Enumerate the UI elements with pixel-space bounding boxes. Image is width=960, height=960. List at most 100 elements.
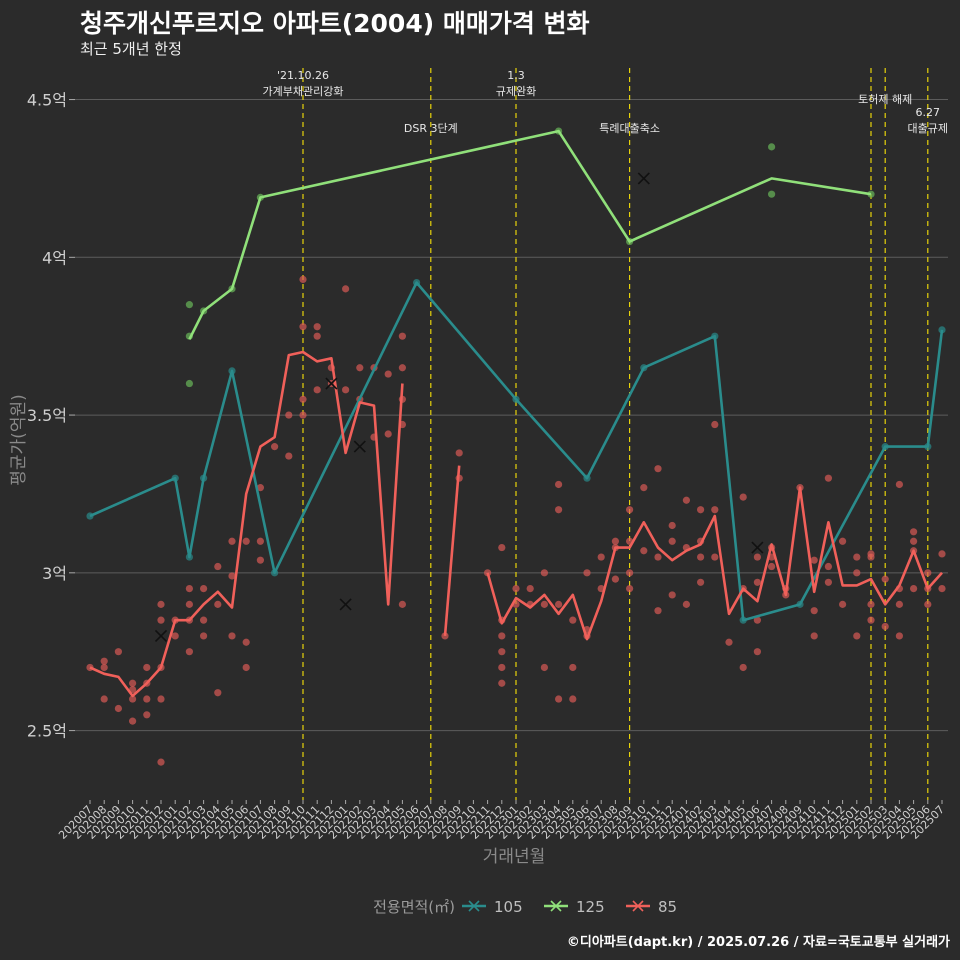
point-85 <box>299 395 307 403</box>
cross-stroke <box>339 598 352 611</box>
cross-marker-85 <box>751 541 764 554</box>
point-125 <box>867 190 875 198</box>
y-tick-label: 3.5억 <box>27 406 67 425</box>
point-85 <box>313 386 321 394</box>
point-85 <box>938 550 946 558</box>
point-85 <box>668 591 676 599</box>
point-85 <box>611 575 620 583</box>
point-85 <box>682 496 691 504</box>
point-85 <box>200 632 208 640</box>
point-85 <box>938 585 946 593</box>
series-line <box>443 465 461 637</box>
point-85 <box>342 285 350 293</box>
event-label: 1.3 <box>507 69 525 82</box>
point-85 <box>654 553 662 561</box>
point-85 <box>711 420 719 429</box>
point-85 <box>256 556 264 564</box>
event-label: 6.27 <box>916 106 941 119</box>
point-85 <box>185 648 193 656</box>
point-85 <box>555 480 563 489</box>
legend-swatch-cross <box>468 900 480 912</box>
point-85 <box>242 663 250 672</box>
point-85 <box>114 648 122 656</box>
point-85 <box>157 758 165 766</box>
point-85 <box>129 679 137 687</box>
y-tick-label: 4.5억 <box>27 91 67 110</box>
point-85 <box>753 648 762 656</box>
point-85 <box>824 578 833 586</box>
point-85 <box>100 663 108 672</box>
point-85 <box>839 600 847 608</box>
point-125 <box>768 190 776 198</box>
legend-swatch-cross <box>550 900 562 912</box>
point-85 <box>398 332 406 340</box>
series-line <box>89 281 944 622</box>
point-85 <box>200 585 208 593</box>
point-85 <box>881 622 889 631</box>
chart-title: 청주개신푸르지오 아파트(2004) 매매가격 변화 <box>80 9 590 38</box>
point-85 <box>895 480 904 489</box>
point-85 <box>526 585 534 593</box>
point-85 <box>853 632 861 640</box>
point-85 <box>228 537 236 545</box>
point-85 <box>569 695 577 703</box>
point-85 <box>810 556 818 564</box>
point-85 <box>839 537 847 545</box>
point-85 <box>228 632 236 640</box>
point-85 <box>299 411 307 419</box>
point-85 <box>271 443 279 451</box>
point-85 <box>910 585 918 593</box>
event-label: 대출규제 <box>908 122 948 135</box>
y-tick-label: 3억 <box>42 564 67 583</box>
point-85 <box>725 638 733 646</box>
point-85 <box>100 657 108 665</box>
point-85 <box>597 553 605 561</box>
x-axis-label: 거래년월 <box>483 847 546 867</box>
cross-marker-125 <box>637 172 650 185</box>
point-85 <box>626 569 634 577</box>
axes: 2.5억3억3.5억4억4.5억202007202008202009202010… <box>27 91 947 842</box>
point-85 <box>867 553 875 561</box>
point-85 <box>895 632 904 640</box>
point-85 <box>129 695 137 703</box>
point-85 <box>910 537 918 545</box>
point-85 <box>114 704 122 713</box>
point-85 <box>384 430 392 438</box>
cross-markers <box>154 172 764 642</box>
cross-stroke <box>751 541 764 554</box>
point-85 <box>810 632 818 640</box>
legend-item-105: 105 <box>462 898 523 916</box>
point-85 <box>668 537 676 545</box>
y-tick-label: 4억 <box>42 248 67 267</box>
point-85 <box>640 547 648 555</box>
point-85 <box>583 569 591 577</box>
series-line <box>486 486 943 641</box>
point-85 <box>356 364 364 372</box>
event-label: 특례대출축소 <box>599 122 660 135</box>
point-85 <box>654 465 662 473</box>
point-85 <box>867 616 875 624</box>
grid-lines <box>75 99 948 732</box>
point-85 <box>753 578 762 586</box>
point-85 <box>185 600 193 608</box>
point-85 <box>100 695 108 703</box>
point-85 <box>753 616 762 624</box>
point-85 <box>867 600 875 608</box>
point-85 <box>881 575 889 583</box>
point-85 <box>555 506 563 514</box>
source-caption: ©디아파트(dapt.kr) / 2025.07.26 / 자료=국토교통부 실… <box>566 935 950 950</box>
point-85 <box>910 528 918 536</box>
point-85 <box>895 600 904 608</box>
point-85 <box>824 474 833 482</box>
y-tick-label: 2.5억 <box>27 722 67 741</box>
point-85 <box>455 449 463 457</box>
y-axis-label: 평균가(억원) <box>9 394 29 485</box>
point-85 <box>441 632 449 640</box>
point-85 <box>498 648 506 656</box>
point-85 <box>299 275 307 283</box>
point-85 <box>711 506 719 514</box>
point-85 <box>540 569 549 577</box>
chart-subtitle: 최근 5개년 한정 <box>80 40 182 58</box>
point-85 <box>498 679 506 687</box>
